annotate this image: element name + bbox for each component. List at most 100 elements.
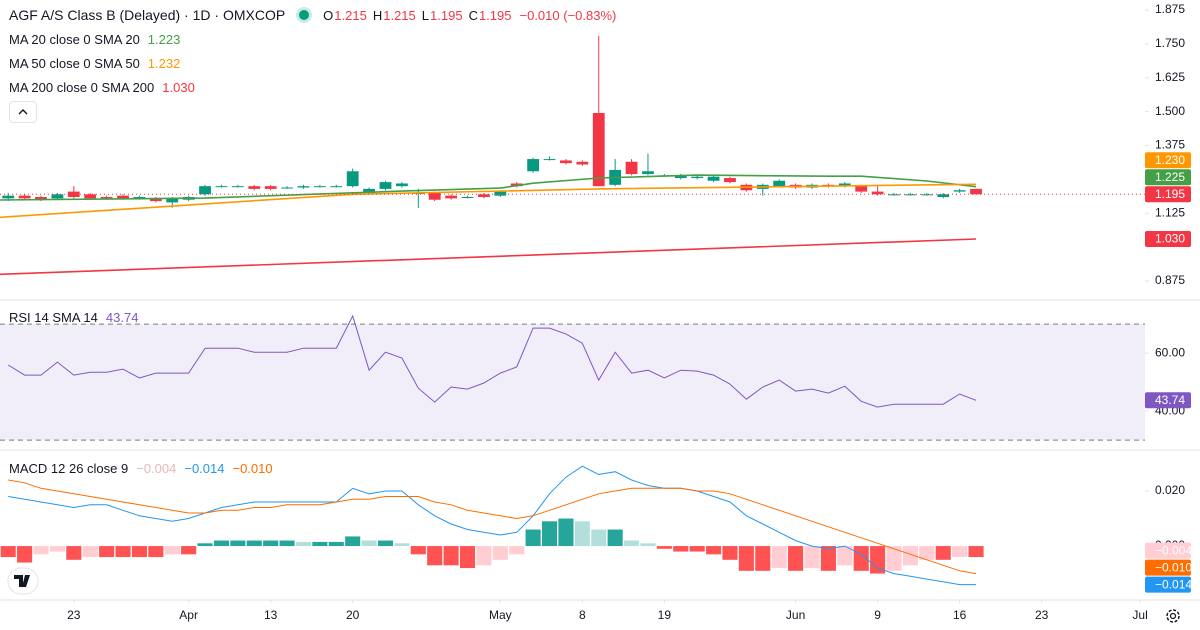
candle-body (100, 197, 113, 199)
histogram-bar (837, 546, 853, 566)
price-badge-label: 43.74 (1155, 393, 1185, 407)
histogram-bar (263, 540, 279, 547)
histogram-bar (345, 536, 361, 547)
histogram-bar (607, 529, 623, 547)
histogram-bar (148, 546, 164, 558)
histogram-bar (952, 546, 968, 558)
candle-body (2, 195, 15, 199)
histogram-bar (788, 546, 804, 571)
histogram-bar (99, 546, 115, 558)
x-tick-label: 9 (874, 608, 881, 622)
candle-body (215, 186, 228, 188)
ma-legend: MA 50 close 0 SMA 50 1.232 (9, 56, 180, 71)
y-tick-label: 1.500 (1155, 104, 1185, 118)
histogram-bar (279, 540, 295, 547)
price-badge-label: −0.010 (1155, 560, 1192, 574)
macd-line (8, 479, 977, 575)
candle-body (84, 194, 97, 199)
candle-body (642, 171, 654, 174)
candle-body (346, 171, 359, 187)
ma-value: 1.232 (147, 56, 181, 71)
histogram-bar (246, 540, 262, 547)
histogram-bar (66, 546, 82, 560)
histogram-bar (476, 546, 492, 566)
histogram-bar (919, 546, 935, 560)
logo[interactable] (7, 567, 39, 595)
candle-body (297, 186, 310, 188)
rsi-legend: RSI 14 SMA 14 43.74 (9, 310, 138, 325)
ohlc-label: C (468, 7, 478, 23)
candle-body (395, 183, 408, 187)
candle-body (625, 161, 638, 174)
histogram-bar (902, 546, 918, 566)
histogram-bar (673, 546, 689, 552)
histogram-bar (213, 540, 229, 547)
x-tick-label: Apr (179, 608, 198, 622)
macd-title[interactable]: MACD 12 26 close 9 (9, 461, 129, 476)
price-badge (1145, 559, 1191, 576)
rsi-value: 43.74 (105, 310, 139, 325)
y-tick-label: 1.125 (1155, 205, 1185, 219)
histogram-bar (886, 546, 902, 571)
histogram-bar (361, 540, 377, 547)
candle-body (970, 188, 982, 195)
candle-body (724, 178, 736, 183)
histogram-bar (443, 546, 459, 566)
histogram-bar (49, 546, 65, 552)
candle-body (18, 195, 31, 199)
ma-legend: MA 200 close 0 SMA 200 1.030 (9, 80, 195, 95)
price-badge-label: 1.225 (1155, 170, 1185, 184)
symbol-title[interactable]: AGF A/S Class B (Delayed) · 1D · OMXCOP (9, 7, 286, 23)
ohlc-item: H1.215 (373, 8, 416, 23)
candle-body (117, 195, 129, 199)
histogram-bar (509, 546, 525, 555)
ohlc: O1.215 H1.215 L1.195 C1.195 (323, 8, 511, 23)
ma-name: MA 50 close 0 SMA 50 (9, 56, 140, 71)
price-badge-label: −0.014 (1155, 577, 1192, 591)
macd-hist-value: −0.004 (136, 461, 177, 476)
histogram-bar (492, 546, 508, 560)
collapse-button[interactable] (9, 101, 37, 123)
histogram-bar (410, 546, 426, 555)
candle-body (478, 194, 490, 198)
price-badge-label: 1.230 (1155, 153, 1185, 167)
histogram-bar (131, 546, 147, 558)
signal-value: −0.010 (232, 461, 273, 476)
y-tick-label: 1.750 (1155, 36, 1185, 50)
candle-body (51, 194, 64, 199)
candle-body (248, 186, 261, 189)
candle-body (264, 186, 277, 189)
ma-line (0, 238, 977, 276)
candle-body (445, 195, 458, 199)
histogram-bar (181, 546, 197, 555)
histogram-bar (312, 541, 328, 547)
candle-body (576, 161, 589, 165)
market-status[interactable] (299, 10, 310, 20)
histogram-bar (755, 546, 771, 571)
change: −0.010 (−0.83%) (519, 7, 617, 23)
histogram-bar (525, 529, 541, 547)
chevron (18, 109, 28, 115)
histogram-bar (624, 540, 640, 547)
candle-body (379, 182, 392, 189)
candle-body (888, 194, 900, 196)
ohlc-label: O (323, 7, 334, 23)
candle-body (461, 197, 474, 199)
histogram-bar (656, 546, 672, 549)
rsi-title[interactable]: RSI 14 SMA 14 (9, 310, 98, 325)
candle-body (363, 188, 375, 193)
settings-gear[interactable] (1166, 609, 1180, 623)
ma-value: 1.030 (162, 80, 195, 95)
ma-line (0, 174, 977, 201)
histogram-bar (33, 546, 49, 555)
x-tick-label: 8 (579, 608, 586, 622)
price-badge (1145, 576, 1191, 593)
candle-body (149, 198, 162, 202)
histogram-bar (804, 546, 820, 569)
rsi-line (7, 314, 977, 408)
histogram-bar (427, 546, 443, 566)
ma-line (0, 183, 977, 219)
x-tick-label: 19 (658, 608, 672, 622)
